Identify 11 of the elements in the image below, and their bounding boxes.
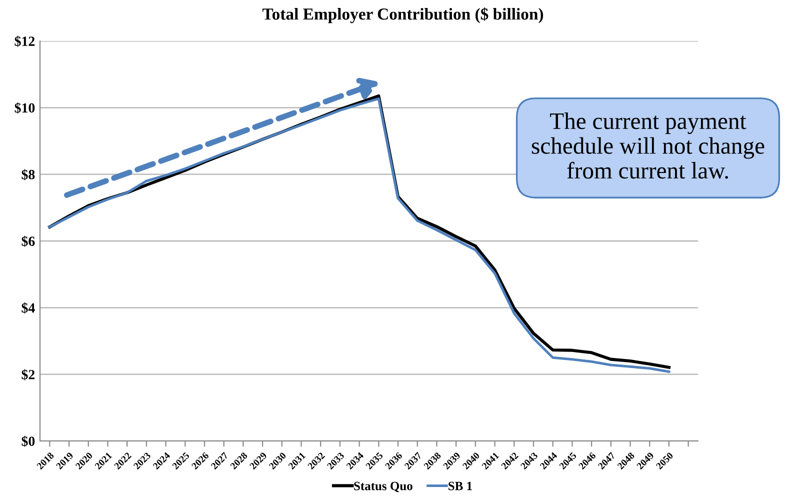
y-tick-label: $12 <box>14 36 35 47</box>
y-tick-label: $2 <box>22 369 35 380</box>
y-tick-label: $10 <box>14 102 35 114</box>
y-tick-label: $0 <box>22 436 35 447</box>
y-tick-label: $8 <box>22 169 35 180</box>
legend-label: Status Quo <box>354 482 412 492</box>
annotation: The current payment schedule will not change from current law. <box>532 112 764 179</box>
legend-label: SB 1 <box>448 482 472 490</box>
chart-title: Total Employer Contribution ($ billion) <box>262 7 544 24</box>
y-tick-label: $4 <box>22 302 35 314</box>
y-tick-label: $6 <box>22 236 35 247</box>
